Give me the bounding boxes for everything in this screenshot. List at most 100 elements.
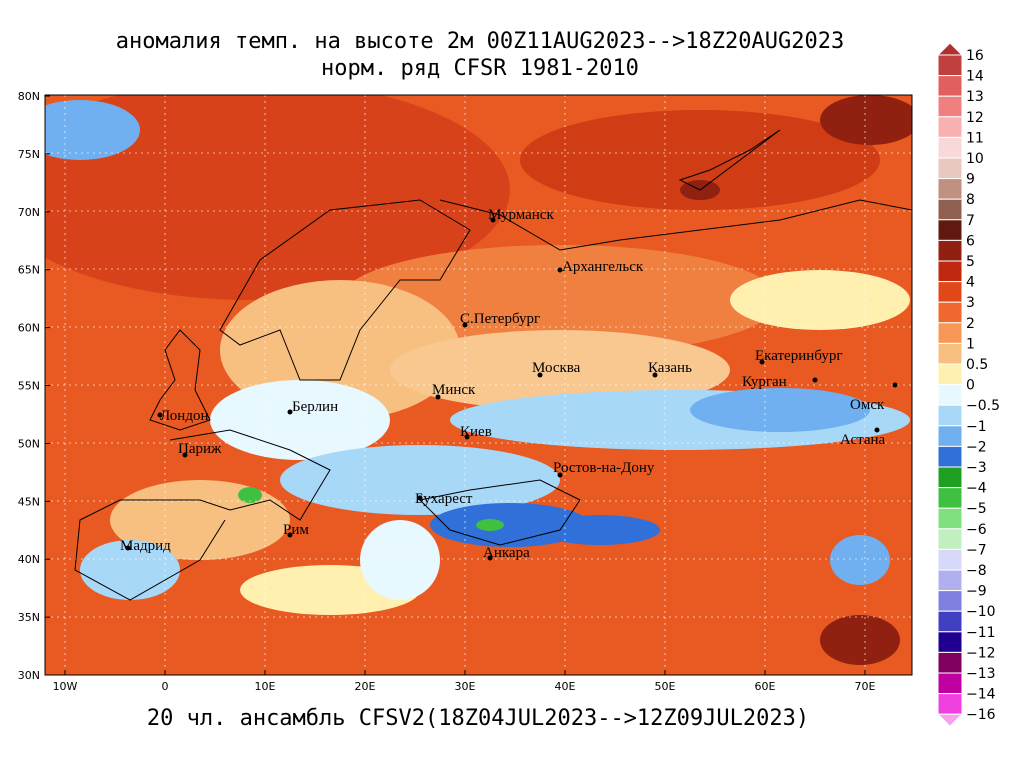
lat-label: 70N [18,206,40,219]
lat-label: 40N [18,553,40,566]
city-label: Бухарест [415,491,473,507]
colorbar-label: −5 [966,501,987,517]
title-line: норм. ряд CFSR 1981-2010 [321,56,639,81]
city-dot [464,434,470,440]
city-label: Мадрид [120,538,171,554]
lon-label: 20E [355,680,376,693]
lon-label: 40E [555,680,576,693]
city-label: Рим [283,522,309,538]
city-label: Омск [850,397,885,413]
lon-label: 30E [455,680,476,693]
city-label: Ростов-на-Дону [553,460,655,476]
colorbar-label: −2 [966,439,987,455]
colorbar-label: −4 [966,481,987,497]
colorbar-box [937,466,963,489]
colorbar-box [937,548,963,571]
colorbar-label: 9 [966,172,975,188]
colorbar-box [937,445,963,468]
city-dot [487,555,493,561]
colorbar-box [937,487,963,509]
colorbar-label: 2 [966,316,975,332]
colorbar-label: −12 [966,645,996,661]
city-dot [652,372,658,378]
colorbar-box [937,425,963,447]
city-dot [417,495,423,501]
colorbar-label: 4 [966,275,975,291]
lon-label: 70E [855,680,876,693]
colorbar-box [937,342,963,365]
colorbar-label: 0.5 [966,357,988,373]
colorbar-box [937,322,963,344]
colorbar-box [937,651,963,674]
lon-label: 50E [655,680,676,693]
colorbar-box [937,260,963,283]
colorbar-box [937,157,963,180]
lat-label: 30N [18,669,40,682]
colorbar-box [937,116,963,138]
colorbar-label: 16 [966,48,984,64]
city-dot [874,427,880,433]
city-label: Лондон [160,408,209,424]
lat-label: 80N [18,90,40,103]
colorbar-box [937,631,963,653]
colorbar-label: −9 [966,584,987,600]
city-dot [537,372,543,378]
anomaly-field [45,95,912,675]
colorbar-cap [936,713,964,727]
colorbar-label: 7 [966,213,975,229]
colorbar-box [937,528,963,550]
lat-label: 55N [18,380,40,393]
lat-label: 50N [18,437,40,450]
city-label: С.Петербург [460,311,540,327]
colorbar-label: 11 [966,130,984,146]
colorbar-label: −16 [966,707,996,723]
lat-label: 60N [18,322,40,335]
city-dot [157,412,163,418]
city-label: Москва [532,360,581,376]
colorbar-label: 13 [966,89,984,105]
lon-label: 60E [755,680,776,693]
colorbar-label: −0.5 [966,398,1000,414]
colorbar-label: 12 [966,110,984,126]
colorbar-box [937,136,963,159]
city-dot [557,472,563,478]
colorbar-label: −13 [966,666,996,682]
city-dot [812,377,818,383]
colorbar-label: 10 [966,151,984,167]
city-label: Екатеринбург [755,348,842,364]
colorbar-label: −10 [966,604,996,620]
city-label: Казань [648,360,692,376]
colorbar-label: −11 [966,625,996,641]
colorbar-box [937,301,963,324]
colorbar-label: −7 [966,542,987,558]
colorbar-label: −3 [966,460,987,476]
city-dot [557,267,563,273]
colorbar-box [937,590,963,612]
colorbar-label: −6 [966,522,987,538]
colorbar-box [937,404,963,427]
colorbar-box [937,75,963,97]
colorbar-label: −1 [966,419,987,435]
city-dot [490,217,496,223]
city-dot [435,394,441,400]
colorbar-label: 6 [966,233,975,249]
colorbar-label: 14 [966,69,984,85]
colorbar-box [937,239,963,262]
colorbar-label: 5 [966,254,975,270]
colorbar-box [937,219,963,241]
city-label: Анкара [483,545,530,561]
lon-label: 10W [53,680,78,693]
lat-label: 65N [18,264,40,277]
lon-label: 0 [162,680,169,693]
colorbar-box [937,384,963,406]
colorbar-box [937,198,963,221]
title-line: аномалия темп. на высоте 2м 00Z11AUG2023… [116,29,844,54]
city-dot [182,452,188,458]
city-dot [759,359,765,365]
colorbar-label: 1 [966,336,975,352]
colorbar-label: 3 [966,295,975,311]
colorbar-box [937,281,963,303]
lat-label: 75N [18,148,40,161]
